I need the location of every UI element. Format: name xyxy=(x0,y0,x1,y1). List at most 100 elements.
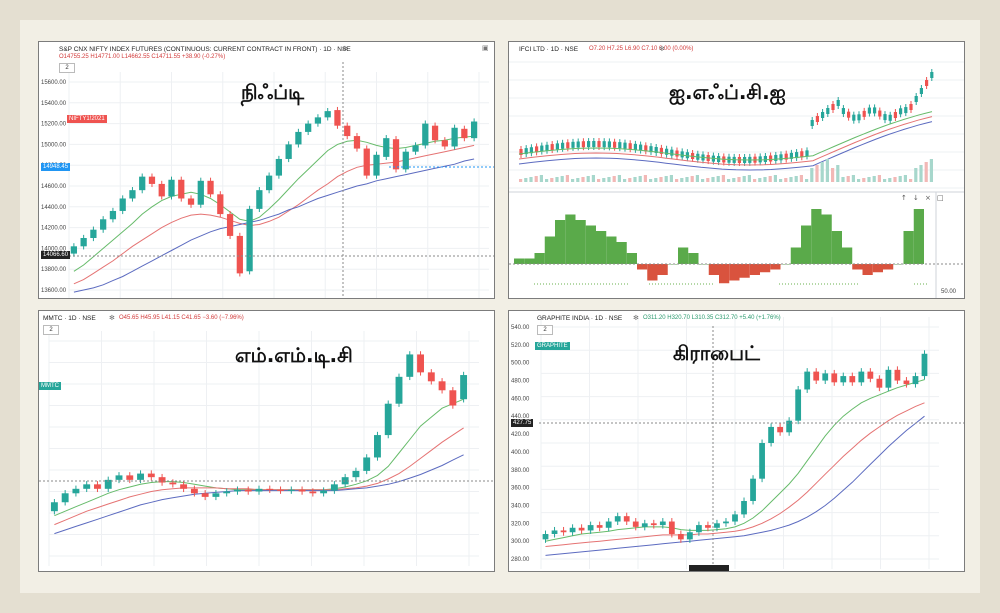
y-tick-label: 15400.00 xyxy=(41,101,67,107)
y-tick-label: 15600.00 xyxy=(41,80,67,86)
graphite-subchart-badge[interactable]: 2 xyxy=(537,325,553,335)
candle-body xyxy=(578,527,585,531)
move-down-icon[interactable]: ↓ xyxy=(913,194,919,202)
histogram-bar xyxy=(903,231,914,264)
candle-body xyxy=(596,525,603,528)
volume-bar xyxy=(909,179,913,182)
volume-bar xyxy=(851,175,855,182)
moving-average-line xyxy=(545,415,925,556)
volume-bar xyxy=(685,177,689,182)
maximize-icon[interactable]: □ xyxy=(937,194,944,202)
candle-body xyxy=(169,482,177,485)
y-tick-label: 520.00 xyxy=(511,343,530,349)
settings-icon[interactable]: ✻ xyxy=(633,314,639,322)
ifci-chart xyxy=(509,61,964,298)
mmtc-subchart-badge[interactable]: 2 xyxy=(43,325,59,335)
candle-body xyxy=(686,532,693,540)
y-tick-label: 280.00 xyxy=(511,557,530,563)
candle-body xyxy=(876,378,883,388)
candle-body xyxy=(524,148,528,155)
candle-body xyxy=(384,403,392,436)
graphite-chart-panel: 540.00 520.00 500.00 480.00 460.00 440.00 420.… xyxy=(508,310,965,572)
y-tick-label: 360.00 xyxy=(511,486,530,492)
volume-bar xyxy=(581,177,585,182)
histogram-bar xyxy=(821,214,832,264)
candle-body xyxy=(451,127,458,147)
candle-body xyxy=(633,143,637,150)
moving-average-line xyxy=(73,135,475,272)
candle-body xyxy=(813,371,820,381)
candle-body xyxy=(632,521,639,527)
candle-body xyxy=(551,530,558,535)
candle-body xyxy=(383,138,390,157)
candle-body xyxy=(100,219,107,230)
candle-body xyxy=(266,488,274,491)
candle-body xyxy=(275,158,283,176)
candle-body xyxy=(723,521,729,524)
candle-body xyxy=(888,114,892,121)
candle-body xyxy=(779,154,783,161)
candle-body xyxy=(285,144,292,159)
candle-body xyxy=(363,148,370,176)
candle-body xyxy=(277,489,284,491)
candle-body xyxy=(602,141,606,148)
volume-bar xyxy=(893,177,897,182)
candle-body xyxy=(344,125,351,137)
y-tick-label: 14000.00 xyxy=(41,246,67,252)
candle-body xyxy=(668,521,675,535)
candle-body xyxy=(207,180,214,195)
nifty-subchart-badge[interactable]: 2 xyxy=(59,63,75,73)
histogram-bar xyxy=(729,264,740,281)
candle-body xyxy=(287,489,295,491)
candle-body xyxy=(644,145,648,152)
nifty-title: நிஃப்டி xyxy=(241,80,305,104)
candle-body xyxy=(352,470,360,478)
candle-body xyxy=(786,420,793,433)
y-tick-label: 440.00 xyxy=(511,414,530,420)
candle-body xyxy=(72,488,80,494)
settings-icon[interactable]: ✻ xyxy=(659,45,665,53)
y-tick-label: 14400.00 xyxy=(41,205,67,211)
graphite-header: GRAPHITE INDIA · 1D · NSE xyxy=(537,315,623,322)
close-icon[interactable]: × xyxy=(925,194,931,202)
volume-bar xyxy=(711,177,715,182)
y-tick-label: 500.00 xyxy=(511,361,530,367)
settings-icon[interactable]: ✻ xyxy=(342,45,348,53)
candle-body xyxy=(768,426,774,443)
candle-body xyxy=(402,151,409,170)
fullscreen-icon[interactable]: ▣ xyxy=(482,44,489,52)
candle-body xyxy=(80,238,87,247)
volume-bar xyxy=(888,178,892,182)
volume-bar xyxy=(539,175,543,182)
candle-body xyxy=(810,120,814,126)
move-up-icon[interactable]: ↑ xyxy=(901,194,907,202)
candle-body xyxy=(305,123,312,132)
candle-body xyxy=(353,136,361,149)
volume-bar xyxy=(737,177,741,182)
settings-icon[interactable]: ✻ xyxy=(109,314,115,322)
candle-body xyxy=(90,229,97,238)
volume-bar xyxy=(695,175,699,182)
candle-body xyxy=(815,116,819,122)
candle-body xyxy=(197,180,204,205)
candle-body xyxy=(654,146,658,153)
volume-bar xyxy=(929,159,933,182)
candle-body xyxy=(431,125,439,141)
histogram-bar xyxy=(913,209,924,264)
candle-body xyxy=(623,516,630,522)
candle-body xyxy=(246,208,253,272)
volume-bar xyxy=(576,178,580,182)
candle-body xyxy=(732,514,738,522)
volume-bar xyxy=(555,177,559,182)
volume-bar xyxy=(862,178,866,182)
candle-body xyxy=(109,210,117,220)
mmtc-label: MMTC xyxy=(39,382,61,390)
volume-bar xyxy=(638,176,642,182)
ifci-ohlc: O7.20 H7.25 L6.90 C7.10 0.00 (0.00%) xyxy=(589,46,694,52)
candle-body xyxy=(265,175,273,191)
candle-body xyxy=(914,96,918,102)
candle-body xyxy=(519,149,523,155)
histogram-bar xyxy=(760,264,771,273)
candle-body xyxy=(309,491,317,494)
candle-body xyxy=(899,108,903,115)
